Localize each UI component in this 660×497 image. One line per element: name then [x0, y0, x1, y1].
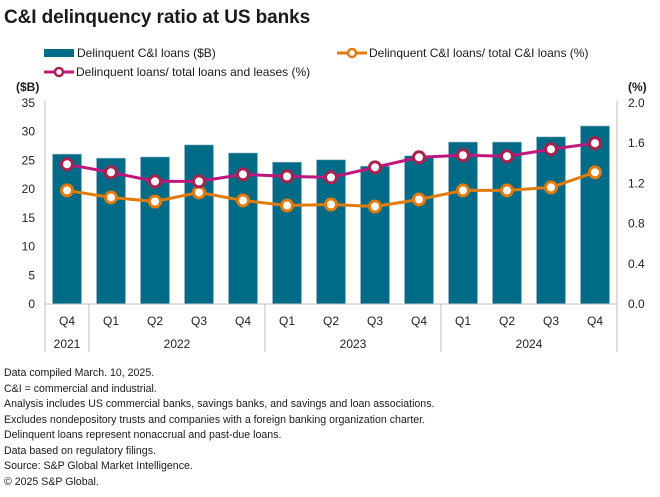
- left-tick-label: 30: [22, 125, 36, 139]
- right-tick-label: 0.4: [628, 257, 645, 271]
- right-tick-label: 0.8: [628, 217, 645, 231]
- left-tick-label: 5: [28, 268, 35, 282]
- orange-series-marker: [280, 198, 294, 213]
- x-tick-label: Q3: [191, 314, 207, 328]
- orange-series-marker: [544, 180, 558, 195]
- footnote-line: Delinquent loans represent nonaccrual an…: [4, 429, 282, 441]
- legend-item-orange: Delinquent C&I loans/ total C&I loans (%…: [337, 46, 588, 60]
- magenta-series-marker: [60, 157, 74, 172]
- axes-layer: [44, 101, 618, 352]
- x-tick-label: Q4: [587, 314, 603, 328]
- orange-series-marker: [236, 193, 250, 208]
- magenta-series-marker: [324, 170, 338, 185]
- legend-magenta-line-marker-icon: [44, 66, 74, 78]
- magenta-series-marker: [104, 165, 118, 180]
- orange-series-marker: [456, 183, 470, 198]
- magenta-series-marker: [368, 160, 382, 175]
- footnote-line: Analysis includes US commercial banks, s…: [4, 398, 435, 410]
- orange-series-marker: [500, 183, 514, 198]
- left-tick-label: 0: [28, 297, 35, 311]
- year-label: 2023: [340, 337, 367, 351]
- bar: [52, 153, 82, 305]
- bar: [492, 141, 522, 305]
- left-tick-label: 25: [22, 153, 36, 167]
- footnote-line: Excludes nondepository trusts and compan…: [4, 413, 426, 426]
- year-label: 2024: [516, 337, 543, 351]
- legend-label-orange: Delinquent C&I loans/ total C&I loans (%…: [369, 46, 589, 60]
- orange-series-marker: [192, 185, 206, 200]
- orange-series-marker: [368, 199, 382, 214]
- x-tick-label: Q1: [103, 314, 119, 328]
- bar: [404, 155, 434, 305]
- footnotes: Data compiled March. 10, 2025. C&I = comm…: [4, 366, 434, 490]
- x-tick-label: Q2: [323, 314, 339, 328]
- bar: [580, 125, 610, 305]
- right-tick-label: 1.2: [628, 176, 645, 190]
- lines-layer: [60, 136, 602, 214]
- legend-item-magenta: Delinquent loans/ total loans and leases…: [44, 65, 310, 79]
- magenta-series-marker: [192, 174, 206, 189]
- year-label: 2021: [54, 337, 81, 351]
- chart-title: C&I delinquency ratio at US banks: [4, 7, 311, 28]
- chart-canvas: 0 5 10 15 20 25 30 35 0.0 0.4 0.8 1.2 1.6 2.0 Q4 Q1 Q2 Q3…: [22, 96, 645, 352]
- bar: [272, 161, 302, 305]
- orange-series-marker: [148, 194, 162, 209]
- legend-item-bar: Delinquent C&I loans ($B): [44, 46, 216, 60]
- left-axis-unit: ($B): [16, 80, 40, 94]
- bars-layer: [52, 125, 610, 305]
- footnote-line: Source: S&P Global Market Intelligence.: [4, 460, 193, 472]
- magenta-series-marker: [412, 150, 426, 165]
- legend-label-bar: Delinquent C&I loans ($B): [77, 46, 216, 60]
- right-axis-unit: (%): [628, 80, 647, 94]
- x-tick-label: Q2: [147, 314, 163, 328]
- labels-layer: 0 5 10 15 20 25 30 35 0.0 0.4 0.8 1.2 1.6 2.0 Q4 Q1 Q2 Q3…: [22, 96, 645, 351]
- right-tick-label: 0.0: [628, 297, 645, 311]
- orange-series-marker: [104, 190, 118, 205]
- orange-series-marker: [412, 192, 426, 207]
- year-label: 2022: [164, 337, 191, 351]
- bar: [96, 157, 126, 305]
- magenta-series-marker: [236, 167, 250, 182]
- x-tick-label: Q3: [543, 314, 559, 328]
- magenta-series-marker: [588, 136, 602, 151]
- x-tick-label: Q3: [367, 314, 383, 328]
- x-tick-label: Q1: [279, 314, 295, 328]
- bar: [184, 144, 214, 305]
- left-tick-label: 10: [22, 240, 36, 254]
- x-tick-label: Q4: [235, 314, 251, 328]
- left-tick-label: 20: [22, 182, 36, 196]
- orange-series-marker: [324, 197, 338, 212]
- magenta-series-marker: [544, 142, 558, 157]
- right-tick-label: 1.6: [628, 136, 645, 150]
- x-tick-label: Q4: [411, 314, 427, 328]
- footnote-line: C&I = commercial and industrial.: [4, 382, 157, 395]
- legend-bar-swatch-icon: [44, 49, 74, 57]
- left-tick-label: 35: [22, 96, 36, 110]
- footnote-line: Data compiled March. 10, 2025.: [4, 367, 155, 379]
- bar: [360, 165, 390, 305]
- bar: [536, 136, 566, 305]
- magenta-series-marker: [148, 174, 162, 189]
- magenta-series-marker: [280, 169, 294, 184]
- legend-orange-line-marker-icon: [337, 47, 367, 59]
- right-tick-label: 2.0: [628, 96, 645, 110]
- magenta-series-marker: [456, 148, 470, 163]
- left-tick-label: 15: [22, 211, 36, 225]
- footnote-line: © 2025 S&P Global.: [4, 475, 99, 488]
- x-tick-label: Q2: [499, 314, 515, 328]
- x-tick-label: Q1: [455, 314, 471, 328]
- orange-series-marker: [60, 183, 74, 198]
- bar: [448, 141, 478, 305]
- x-tick-label: Q4: [59, 314, 75, 328]
- legend-label-magenta: Delinquent loans/ total loans and leases…: [76, 65, 311, 79]
- magenta-series-marker: [500, 149, 514, 164]
- footnote-line: Data based on regulatory filings.: [4, 444, 156, 457]
- orange-series-marker: [588, 165, 602, 180]
